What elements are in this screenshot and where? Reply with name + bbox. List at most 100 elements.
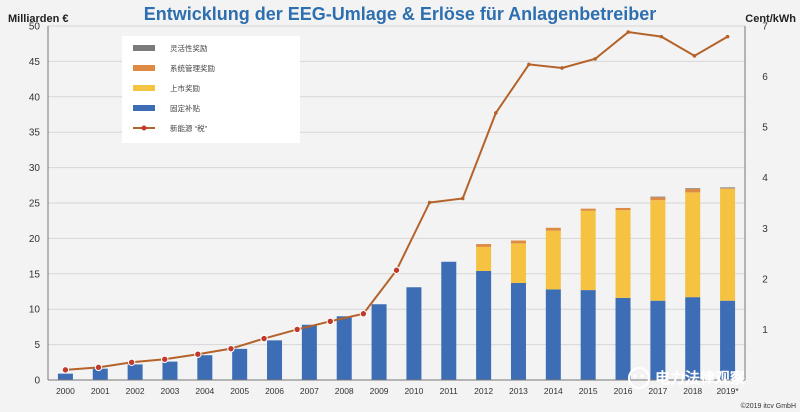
levy-point	[427, 200, 432, 205]
x-tick-label: 2017	[648, 386, 667, 396]
right-tick-label: 2	[762, 274, 768, 285]
x-tick-label: 2016	[614, 386, 633, 396]
bar-segment	[615, 297, 631, 380]
left-tick-label: 30	[29, 163, 41, 174]
x-tick-label: 2007	[300, 386, 319, 396]
bar-segment	[371, 304, 387, 380]
chart-title: Entwicklung der EEG-Umlage & Erlöse für …	[144, 4, 656, 24]
left-tick-label: 0	[34, 376, 40, 387]
levy-point	[94, 363, 103, 372]
bar-segment	[545, 230, 561, 290]
left-tick-label: 10	[29, 305, 41, 316]
x-tick-label: 2004	[195, 386, 214, 396]
x-tick-label: 2002	[126, 386, 145, 396]
wechat-icon-eye-left	[633, 374, 637, 378]
levy-point	[326, 317, 334, 326]
levy-point	[725, 34, 730, 39]
bar-segment	[197, 355, 213, 380]
bar-series	[57, 187, 736, 380]
bar-segment	[441, 261, 457, 380]
right-tick-label: 1	[762, 325, 768, 336]
bar-segment	[650, 196, 666, 198]
bar-segment	[650, 197, 666, 201]
bar-segment	[476, 270, 492, 380]
levy-line-series	[61, 30, 730, 374]
levy-point	[161, 355, 169, 363]
watermark-text: 电力法律观察	[655, 369, 746, 387]
right-tick-label: 4	[762, 173, 768, 184]
bar-segment	[510, 240, 526, 244]
bar-segment	[720, 188, 736, 301]
x-tick-label: 2012	[474, 386, 493, 396]
legend-label: 新能源 “税”	[170, 123, 208, 133]
bar-segment	[92, 368, 108, 380]
right-tick-label: 3	[762, 224, 768, 235]
legend-label: 固定补贴	[170, 103, 200, 113]
bar-segment	[650, 300, 666, 380]
levy-point	[127, 358, 136, 366]
bar-segment	[232, 348, 248, 380]
legend-swatch	[133, 65, 155, 71]
bar-segment	[685, 297, 701, 380]
legend-swatch	[133, 45, 155, 51]
levy-point	[61, 366, 70, 374]
legend-label: 系统管理奖励	[170, 63, 215, 73]
right-tick-label: 6	[762, 72, 768, 83]
levy-point	[260, 334, 268, 343]
bar-segment	[476, 244, 492, 247]
levy-point	[392, 266, 401, 274]
levy-point	[626, 30, 631, 34]
bar-segment	[580, 290, 596, 380]
left-tick-label: 20	[29, 234, 41, 245]
levy-point	[692, 54, 697, 58]
right-tick-label: 5	[762, 123, 768, 134]
left-tick-label: 50	[29, 22, 41, 33]
x-tick-label: 2000	[56, 386, 75, 396]
bar-segment	[685, 188, 701, 193]
x-tick-label: 2006	[265, 386, 284, 396]
x-tick-label: 2014	[544, 386, 563, 396]
bar-segment	[57, 373, 73, 380]
bar-segment	[685, 188, 701, 189]
x-tick-label: 2018	[683, 386, 702, 396]
left-tick-label: 40	[29, 92, 41, 103]
copyright-footer: ©2019 itcv GmbH	[741, 402, 796, 410]
bar-segment	[720, 187, 736, 189]
right-tick-label: 7	[762, 22, 768, 33]
left-tick-label: 45	[29, 57, 41, 68]
legend-swatch	[133, 105, 155, 111]
x-tick-label: 2015	[579, 386, 598, 396]
left-tick-label: 25	[29, 199, 41, 210]
bar-segment	[267, 340, 283, 380]
bar-segment	[336, 316, 352, 380]
levy-point	[460, 196, 465, 201]
x-tick-label: 2005	[230, 386, 249, 396]
bar-segment	[720, 188, 736, 189]
bar-segment	[650, 200, 666, 301]
levy-point	[659, 34, 664, 39]
levy-point	[494, 111, 498, 115]
x-tick-label: 2011	[440, 386, 459, 396]
levy-point	[227, 344, 235, 353]
bar-segment	[615, 210, 631, 298]
bar-segment	[510, 243, 526, 284]
bar-segment	[545, 227, 561, 231]
right-axis-label: Cent/kWh	[745, 13, 796, 25]
watermark: 电力法律观察	[628, 367, 746, 389]
left-tick-label: 35	[29, 128, 41, 139]
bar-segment	[127, 364, 143, 380]
legend-swatch	[133, 85, 155, 91]
wechat-icon-eye-right	[640, 374, 644, 378]
bar-segment	[615, 207, 631, 211]
bar-segment	[580, 208, 596, 211]
bar-segment	[580, 210, 596, 291]
x-tick-label: 2010	[404, 386, 423, 396]
levy-point	[194, 350, 202, 358]
levy-point	[359, 310, 368, 318]
left-axis-label: Milliarden €	[8, 13, 69, 25]
legend-marker	[141, 125, 147, 131]
x-tick-label: 2013	[509, 386, 528, 396]
x-tick-label: 2008	[335, 386, 354, 396]
